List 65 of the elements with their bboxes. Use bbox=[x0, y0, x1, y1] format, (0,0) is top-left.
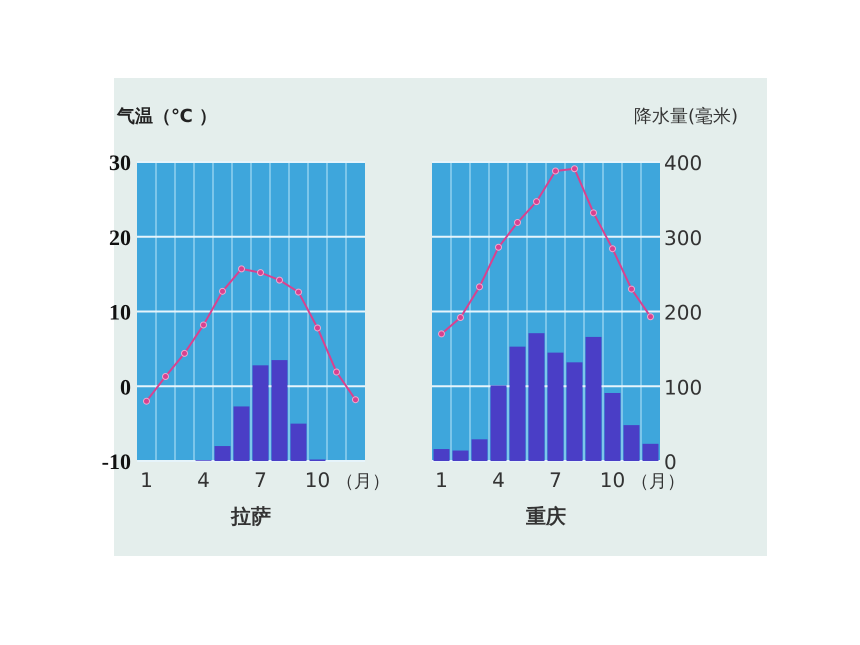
bar bbox=[272, 360, 288, 461]
bar bbox=[528, 333, 544, 461]
text: 拉萨 bbox=[230, 504, 271, 528]
x-tick-label: 1 bbox=[435, 468, 448, 492]
point bbox=[314, 324, 321, 332]
bar bbox=[548, 352, 564, 461]
y-tick-label: -10 bbox=[102, 449, 131, 474]
y2-tick-label: 0 bbox=[664, 450, 677, 474]
point bbox=[276, 276, 283, 284]
y-tick-label: 20 bbox=[109, 224, 131, 250]
x-tick-label: 10 bbox=[600, 468, 626, 492]
point bbox=[457, 314, 464, 321]
point bbox=[238, 265, 245, 272]
y2-tick-label: 100 bbox=[664, 375, 702, 400]
y-axis-title: 气温（℃ ） bbox=[116, 106, 218, 127]
point bbox=[552, 167, 559, 174]
x-tick-label: 7 bbox=[254, 468, 267, 492]
x-tick-label: 1 bbox=[140, 468, 153, 492]
bar bbox=[604, 392, 620, 461]
point bbox=[181, 350, 188, 357]
point bbox=[514, 219, 521, 226]
x-axis-title: （月） bbox=[336, 471, 390, 492]
x-tick-label: 10 bbox=[304, 468, 330, 492]
y2-axis-title: 降水量(毫米) bbox=[634, 106, 738, 127]
point bbox=[533, 198, 540, 206]
point bbox=[571, 165, 578, 172]
bar bbox=[452, 450, 468, 461]
point bbox=[590, 209, 597, 216]
point bbox=[295, 288, 302, 296]
point bbox=[647, 313, 654, 320]
bar bbox=[490, 386, 506, 461]
y2-tick-label: 200 bbox=[664, 300, 702, 324]
bar bbox=[434, 449, 450, 461]
point bbox=[143, 398, 150, 405]
point bbox=[609, 245, 616, 252]
y-tick-label: 10 bbox=[109, 300, 131, 324]
point bbox=[257, 269, 264, 276]
x-axis-title: （月） bbox=[631, 471, 685, 492]
bar bbox=[472, 439, 488, 461]
point bbox=[162, 373, 169, 380]
x-tick-label: 4 bbox=[197, 468, 210, 492]
point bbox=[352, 396, 359, 404]
point bbox=[333, 368, 340, 376]
y-tick-label: 30 bbox=[109, 150, 131, 175]
y2-tick-label: 300 bbox=[664, 226, 702, 250]
point bbox=[476, 283, 483, 290]
point bbox=[495, 244, 502, 251]
bar bbox=[252, 365, 268, 461]
bar bbox=[566, 362, 582, 461]
bar bbox=[214, 446, 230, 461]
bar bbox=[624, 425, 640, 461]
x-tick-label: 7 bbox=[549, 468, 562, 492]
bar bbox=[234, 406, 250, 461]
bar bbox=[586, 336, 602, 461]
y-tick-label: 0 bbox=[120, 374, 131, 400]
bar bbox=[642, 444, 658, 461]
x-tick-label: 4 bbox=[492, 468, 505, 492]
point bbox=[438, 330, 445, 338]
point bbox=[219, 288, 226, 295]
point bbox=[628, 286, 635, 293]
point bbox=[200, 321, 207, 328]
bar bbox=[510, 346, 526, 461]
y2-tick-label: 400 bbox=[664, 151, 702, 175]
text: 重庆 bbox=[525, 504, 566, 528]
bar bbox=[290, 424, 306, 461]
